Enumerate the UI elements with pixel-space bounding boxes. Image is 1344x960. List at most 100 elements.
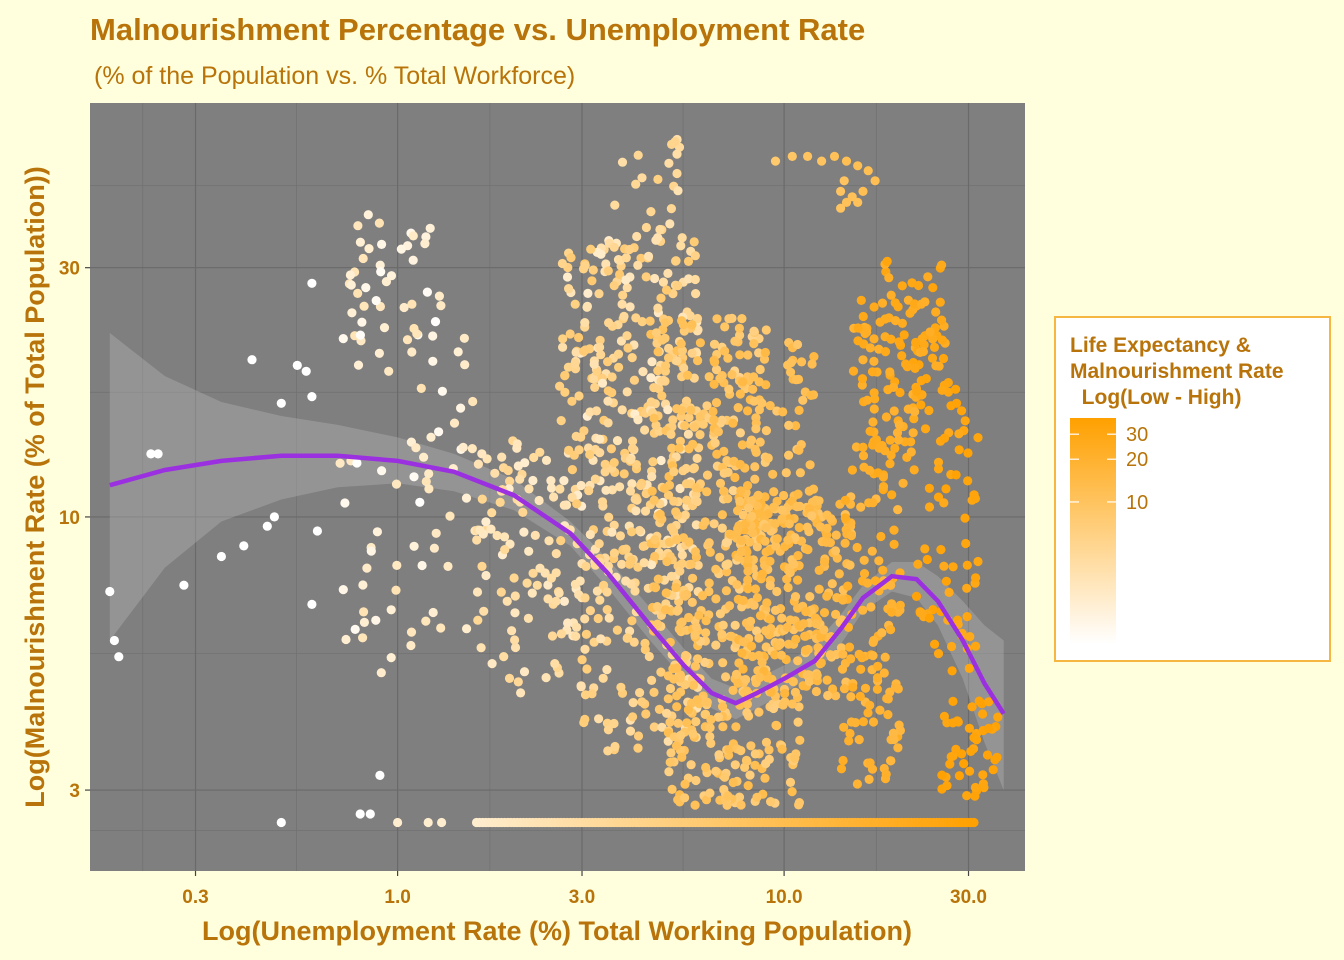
scatter-point bbox=[524, 484, 534, 494]
scatter-point bbox=[560, 370, 570, 380]
scatter-point bbox=[529, 452, 539, 463]
scatter-point bbox=[694, 610, 704, 620]
scatter-point bbox=[978, 770, 988, 780]
scatter-point bbox=[680, 591, 690, 601]
scatter-point bbox=[811, 619, 821, 629]
scatter-point bbox=[649, 722, 659, 732]
scatter-point bbox=[417, 560, 427, 571]
scatter-point bbox=[963, 448, 973, 458]
scatter-point bbox=[927, 353, 938, 363]
scatter-point bbox=[565, 329, 575, 339]
scatter-point bbox=[701, 616, 711, 626]
scatter-point bbox=[459, 333, 469, 343]
scatter-point bbox=[911, 591, 922, 602]
scatter-point bbox=[622, 283, 632, 293]
scatter-point bbox=[481, 570, 491, 581]
scatter-point bbox=[831, 530, 841, 540]
scatter-point bbox=[882, 256, 892, 266]
scatter-point bbox=[724, 601, 735, 611]
scatter-point bbox=[715, 609, 726, 619]
scatter-point bbox=[684, 412, 694, 423]
scatter-point bbox=[935, 297, 945, 307]
scatter-point bbox=[709, 379, 719, 389]
scatter-point bbox=[675, 566, 685, 576]
scatter-point bbox=[627, 443, 638, 453]
scatter-point bbox=[647, 486, 657, 496]
scatter-point bbox=[844, 736, 854, 746]
scatter-point bbox=[952, 398, 962, 408]
scatter-point bbox=[878, 472, 889, 482]
scatter-point bbox=[672, 691, 682, 701]
scatter-point bbox=[731, 669, 742, 679]
scatter-point bbox=[880, 347, 891, 357]
scatter-point bbox=[570, 358, 580, 369]
scatter-point bbox=[625, 726, 636, 736]
scatter-point bbox=[722, 567, 732, 577]
scatter-point bbox=[504, 673, 515, 684]
scatter-point bbox=[844, 642, 855, 652]
scatter-point bbox=[838, 755, 848, 766]
scatter-point bbox=[582, 302, 592, 312]
scatter-point bbox=[547, 631, 558, 641]
scatter-point bbox=[616, 682, 626, 692]
scatter-point bbox=[622, 331, 632, 341]
scatter-point bbox=[519, 667, 530, 677]
scatter-point bbox=[408, 255, 418, 265]
scatter-point bbox=[978, 709, 988, 719]
scatter-point bbox=[870, 576, 881, 586]
scatter-point bbox=[960, 513, 970, 523]
scatter-point bbox=[647, 675, 657, 686]
scatter-point bbox=[746, 641, 757, 651]
scatter-point bbox=[505, 476, 515, 486]
scatter-point bbox=[585, 449, 595, 460]
scatter-point bbox=[948, 718, 958, 728]
scatter-point bbox=[730, 472, 740, 483]
scatter-point bbox=[641, 709, 651, 719]
scatter-point bbox=[650, 583, 661, 593]
scatter-point bbox=[889, 406, 899, 416]
scatter-point bbox=[559, 500, 569, 510]
scatter-point bbox=[711, 398, 722, 408]
scatter-point bbox=[487, 659, 497, 669]
scatter-point bbox=[574, 332, 584, 343]
scatter-point bbox=[757, 657, 767, 668]
legend-title-line-1: Life Expectancy & bbox=[1070, 334, 1251, 357]
scatter-point bbox=[607, 372, 617, 382]
scatter-point bbox=[690, 630, 700, 640]
scatter-point bbox=[868, 717, 879, 727]
scatter-point bbox=[789, 559, 799, 569]
scatter-point bbox=[631, 506, 641, 516]
scatter-point bbox=[516, 688, 526, 698]
x-tick-label: 0.3 bbox=[182, 887, 208, 908]
scatter-point bbox=[661, 361, 671, 371]
scatter-point bbox=[761, 523, 771, 533]
scatter-point bbox=[379, 323, 390, 333]
scatter-point bbox=[795, 468, 806, 478]
scatter-point bbox=[406, 627, 417, 637]
scatter-point bbox=[353, 221, 363, 231]
scatter-point bbox=[609, 281, 619, 291]
scatter-point bbox=[581, 561, 591, 572]
scatter-point bbox=[595, 335, 605, 345]
scatter-point bbox=[674, 443, 684, 453]
scatter-point bbox=[909, 465, 919, 475]
scatter-point bbox=[543, 594, 553, 604]
scatter-point bbox=[933, 457, 944, 467]
scatter-point bbox=[105, 586, 115, 597]
scatter-point bbox=[544, 536, 554, 546]
scatter-point bbox=[721, 560, 731, 570]
scatter-point bbox=[945, 759, 955, 769]
scatter-point bbox=[752, 626, 762, 636]
scatter-point bbox=[659, 483, 670, 493]
scatter-point bbox=[732, 580, 742, 590]
scatter-point bbox=[411, 443, 421, 453]
scatter-point bbox=[933, 492, 944, 502]
scatter-point bbox=[386, 605, 396, 615]
scatter-point bbox=[700, 517, 710, 527]
scatter-point bbox=[594, 714, 604, 724]
scatter-point bbox=[878, 565, 888, 575]
scatter-point bbox=[738, 377, 748, 387]
scatter-point bbox=[794, 445, 804, 455]
scatter-point bbox=[916, 400, 926, 410]
